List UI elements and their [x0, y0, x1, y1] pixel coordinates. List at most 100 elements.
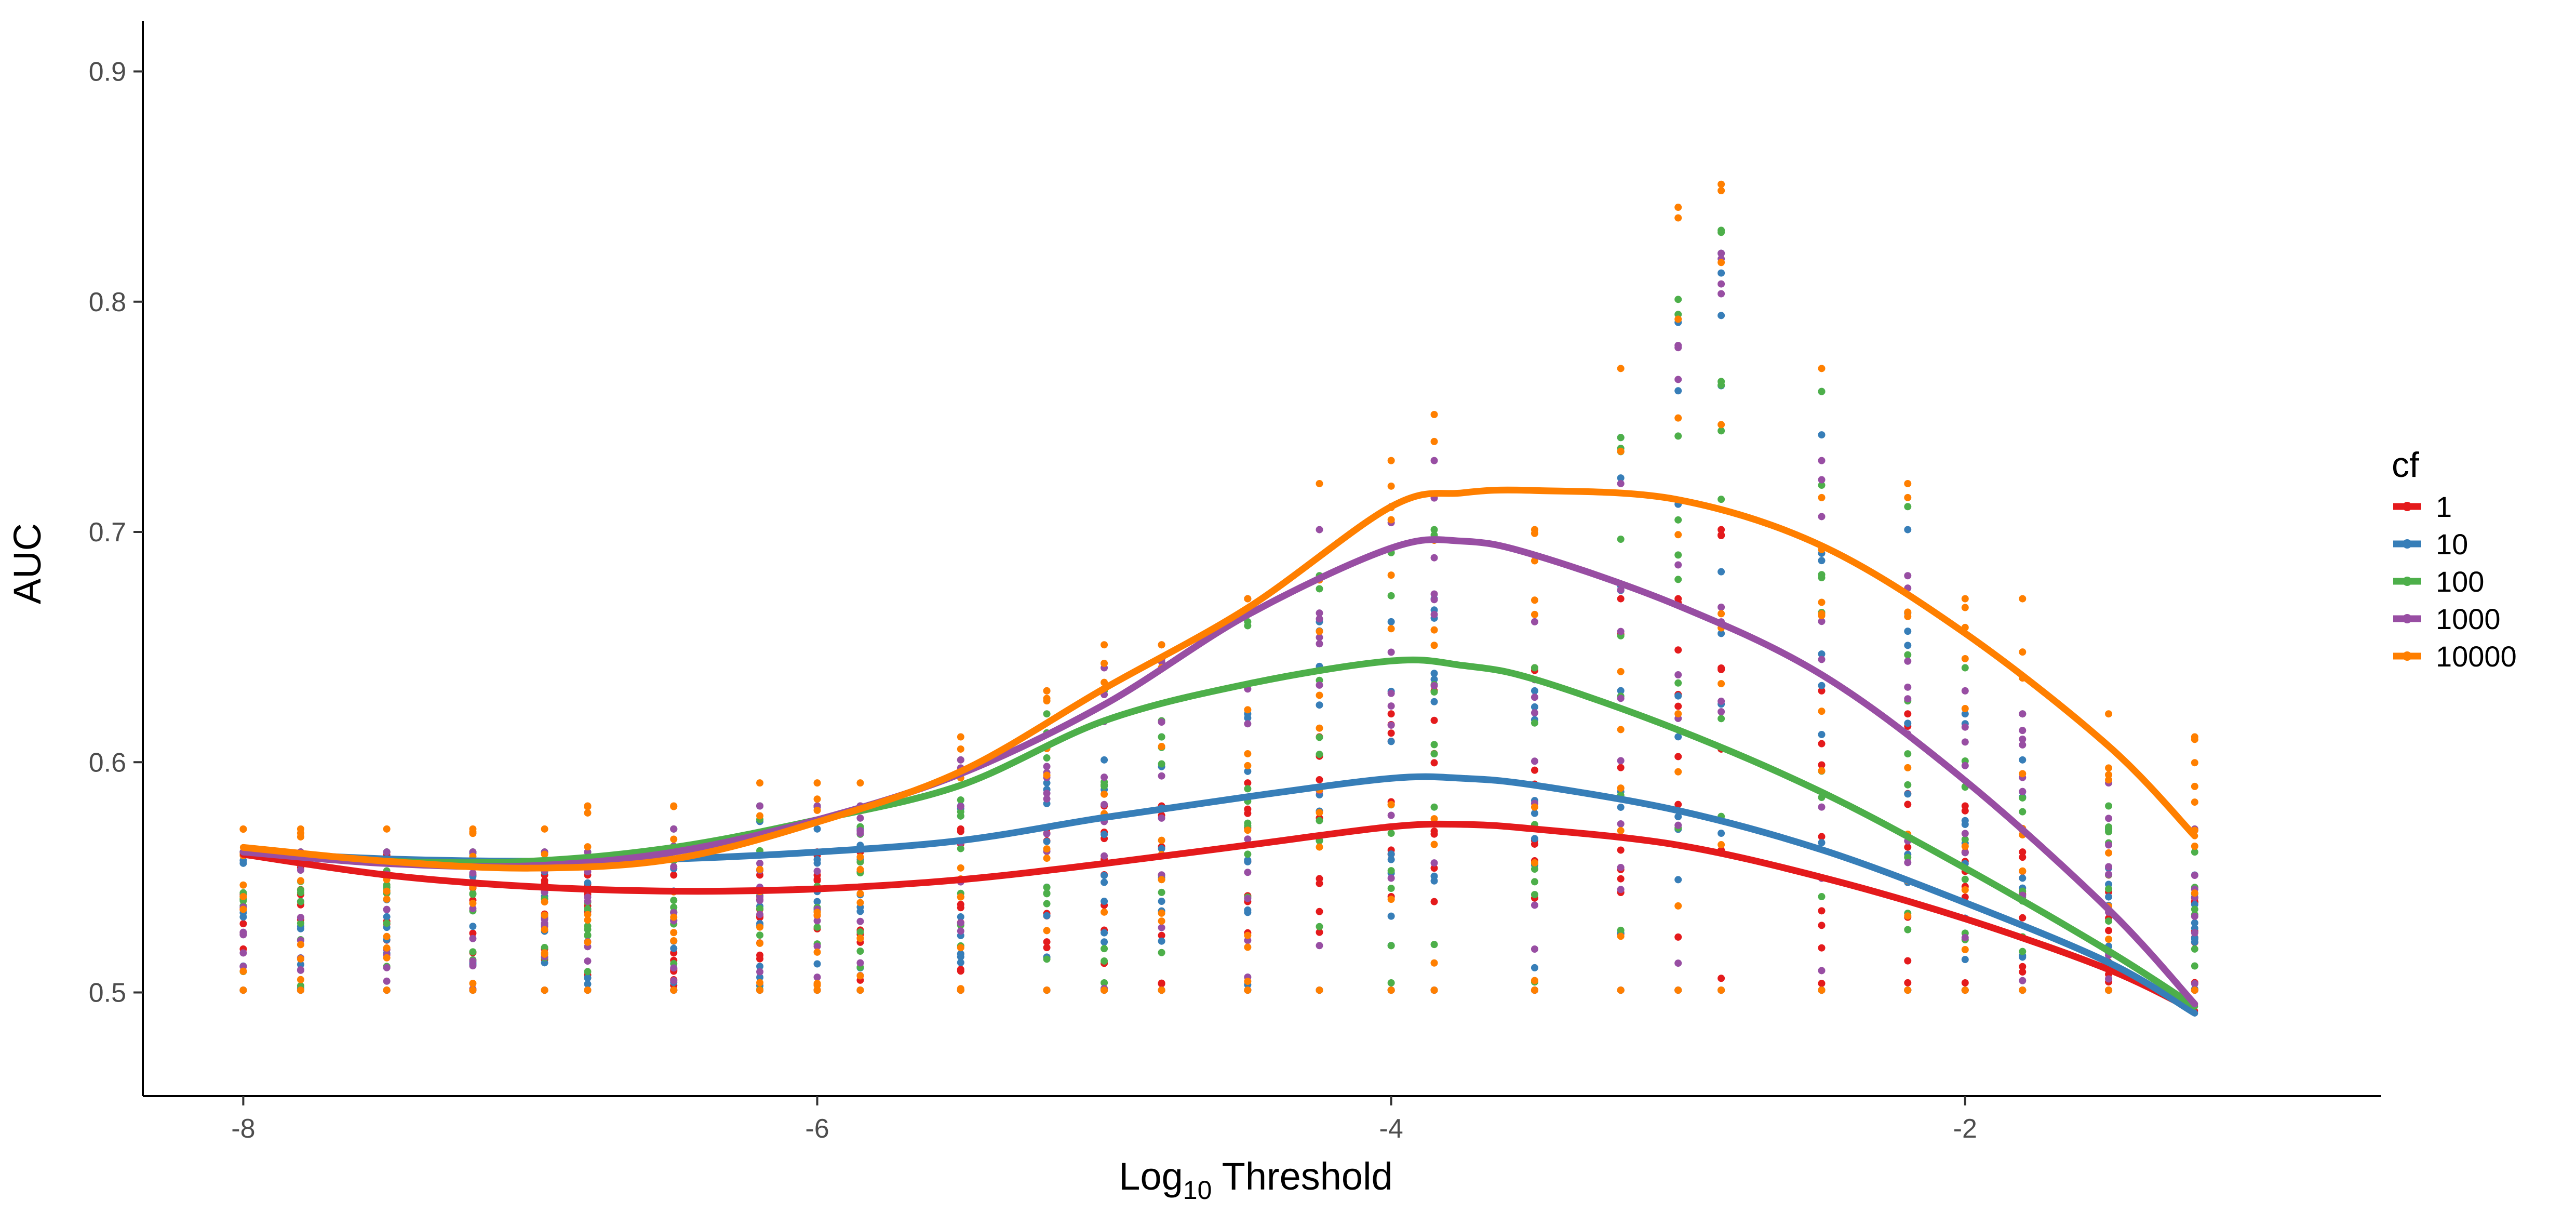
scatter-point: [813, 911, 821, 919]
scatter-point: [1101, 641, 1108, 649]
scatter-point: [1818, 494, 1826, 501]
scatter-point: [957, 808, 964, 816]
scatter-point: [1818, 980, 1826, 988]
scatter-point: [1531, 757, 1538, 765]
scatter-point: [2105, 710, 2113, 718]
scatter-point: [2019, 756, 2027, 764]
scatter-point: [1617, 447, 1625, 455]
scatter-point: [1961, 664, 1969, 672]
scatter-point: [1430, 864, 1438, 872]
scatter-point: [1430, 698, 1438, 705]
scatter-point: [469, 899, 477, 907]
legend: cf 1 10 100 1000 10000: [2392, 445, 2517, 673]
scatter-point: [1961, 738, 1969, 746]
scatter-point: [1718, 708, 1725, 716]
scatter-point: [1617, 803, 1625, 811]
scatter-point: [1718, 312, 1725, 319]
scatter-point: [813, 795, 821, 803]
scatter-point: [297, 898, 304, 905]
scatter-point: [1674, 821, 1682, 829]
scatter-point: [1904, 781, 1912, 789]
scatter-point: [1818, 687, 1826, 695]
scatter-point: [383, 913, 391, 921]
scatter-point: [239, 825, 247, 833]
scatter-point: [1617, 764, 1625, 771]
scatter-point: [813, 868, 821, 875]
scatter-point: [1674, 432, 1682, 440]
scatter-point: [1387, 571, 1395, 579]
scatter-point: [1617, 932, 1625, 940]
scatter-point: [1430, 841, 1438, 848]
scatter-point: [1387, 856, 1395, 863]
scatter-point: [1531, 835, 1538, 843]
scatter-point: [856, 779, 864, 787]
scatter-point: [2105, 802, 2113, 810]
scatter-point: [1387, 592, 1395, 599]
scatter-point: [1674, 753, 1682, 761]
scatter-point: [1531, 977, 1538, 984]
smooth-lines: [239, 486, 2198, 1017]
scatter-point: [2105, 849, 2113, 857]
scatter-point: [670, 803, 678, 810]
scatter-point: [1961, 886, 1969, 893]
scatter-point: [1674, 679, 1682, 687]
scatter-point: [1674, 531, 1682, 539]
scatter-point: [2105, 771, 2113, 779]
scatter-point: [1101, 986, 1108, 994]
scatter-point: [756, 955, 764, 963]
scatter-point: [1617, 820, 1625, 828]
scatter-point: [670, 944, 678, 952]
scatter-point: [1430, 590, 1438, 598]
scatter-point: [1244, 895, 1252, 902]
scatter-point: [1244, 856, 1252, 864]
scatter-point: [1818, 557, 1826, 565]
scatter-point: [813, 806, 821, 814]
scatter-point: [1818, 574, 1826, 581]
scatter-point: [469, 929, 477, 937]
scatter-point: [1674, 801, 1682, 808]
scatter-point: [1531, 687, 1538, 695]
scatter-point: [756, 979, 764, 986]
scatter-point: [469, 948, 477, 956]
scatter-point: [1316, 701, 1323, 709]
scatter-point: [2191, 759, 2198, 767]
scatter-point: [1718, 531, 1725, 539]
scatter-point: [756, 963, 764, 970]
scatter-point: [1617, 986, 1625, 994]
scatter-point: [1043, 884, 1051, 891]
scatter-point: [1531, 945, 1538, 953]
scatter-point: [1158, 760, 1165, 768]
scatter-point: [2191, 986, 2198, 994]
scatter-point: [2191, 782, 2198, 790]
scatter-point: [1158, 845, 1165, 852]
scatter-point: [1904, 750, 1912, 758]
scatter-point: [856, 947, 864, 955]
scatter-point: [1101, 781, 1108, 789]
scatter-point: [1244, 750, 1252, 757]
scatter-point: [2019, 648, 2027, 656]
scatter-point: [1718, 378, 1725, 385]
scatter-point: [1904, 801, 1912, 808]
scatter-point: [1674, 414, 1682, 422]
scatter-point: [756, 911, 764, 918]
scatter-point: [1244, 767, 1252, 775]
scatter-point: [2019, 727, 2027, 735]
scatter-point: [1316, 628, 1323, 635]
scatter-point: [2019, 794, 2027, 802]
scatter-point: [469, 986, 477, 994]
scatter-point: [2019, 953, 2027, 961]
scatter-point: [1674, 902, 1682, 910]
scatter-point: [756, 905, 764, 913]
scatter-point: [670, 986, 678, 994]
scatter-point: [1674, 204, 1682, 211]
scatter-point: [1043, 710, 1051, 718]
scatter-point: [1961, 835, 1969, 843]
scatter-point: [1387, 942, 1395, 950]
scatter-point: [1718, 186, 1725, 194]
scatter-point: [1316, 843, 1323, 851]
scatter-point: [1244, 943, 1252, 951]
scatter-point: [297, 961, 304, 968]
scatter-point: [584, 931, 592, 939]
scatter-point: [1674, 692, 1682, 700]
